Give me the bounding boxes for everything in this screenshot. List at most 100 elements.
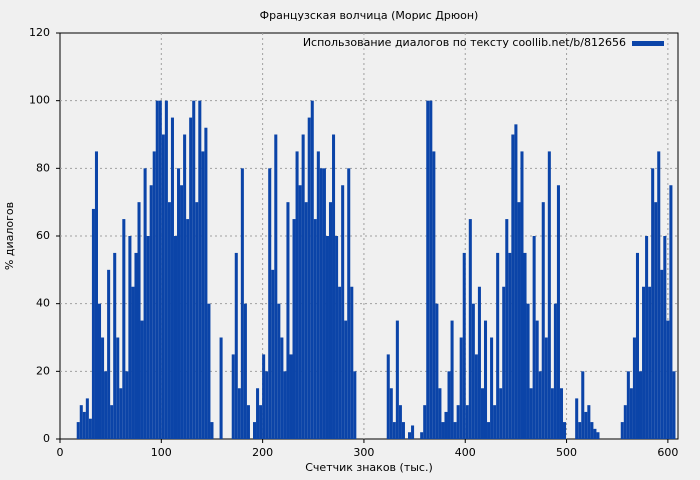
bar: [584, 411, 588, 439]
bar: [541, 202, 545, 439]
bar: [192, 100, 196, 440]
bar: [529, 388, 533, 439]
bar: [173, 236, 178, 439]
bar: [559, 388, 564, 439]
bar: [547, 151, 551, 439]
bar: [468, 219, 472, 439]
bar: [623, 405, 627, 439]
bar: [590, 422, 594, 439]
bar: [432, 151, 436, 439]
bar: [180, 185, 184, 439]
bar: [131, 286, 135, 439]
bar: [629, 388, 633, 439]
bar: [556, 185, 560, 439]
bar: [502, 286, 506, 439]
bar: [262, 354, 266, 439]
bar: [128, 236, 132, 439]
bar: [392, 422, 396, 439]
bar: [335, 236, 339, 439]
bar: [286, 202, 290, 439]
bar: [520, 151, 524, 439]
bar: [517, 202, 521, 439]
bar: [198, 100, 202, 440]
bar: [450, 320, 454, 439]
bar: [593, 428, 597, 439]
bar: [462, 252, 466, 439]
bar: [654, 202, 658, 439]
bar: [423, 405, 427, 439]
bar: [553, 303, 557, 439]
bar: [660, 269, 664, 439]
bar: [298, 185, 302, 439]
bar: [283, 371, 287, 439]
x-tick-label: 300: [353, 446, 374, 459]
bar: [499, 388, 503, 439]
bar: [234, 252, 238, 439]
bar: [386, 354, 390, 439]
bar: [669, 185, 673, 439]
bar: [550, 388, 554, 439]
bar: [480, 388, 484, 439]
bar: [189, 117, 193, 439]
y-axis-label: % диалогов: [3, 202, 16, 270]
bar: [477, 286, 481, 439]
bar: [401, 422, 405, 439]
bar: [104, 371, 108, 439]
bar: [538, 371, 542, 439]
bar: [79, 405, 83, 439]
bar: [532, 236, 536, 439]
bar: [544, 337, 548, 439]
bar: [125, 371, 129, 439]
bar: [110, 405, 114, 439]
bar: [271, 269, 275, 439]
bar: [328, 202, 333, 439]
bar: [201, 151, 205, 439]
bar: [638, 371, 643, 439]
bar: [91, 208, 95, 439]
bar: [575, 398, 579, 439]
bar: [265, 371, 269, 439]
bar: [411, 425, 415, 439]
bar: [663, 236, 667, 439]
bar: [155, 100, 159, 440]
bar: [277, 303, 281, 439]
bar: [474, 354, 478, 439]
bar: [398, 405, 402, 439]
bar: [596, 432, 600, 439]
bar: [325, 236, 329, 439]
bar: [322, 168, 326, 440]
bar: [195, 202, 199, 439]
x-tick-label: 400: [455, 446, 476, 459]
bar: [642, 286, 646, 439]
bar: [395, 320, 399, 439]
bar: [268, 168, 272, 440]
bar: [444, 411, 448, 439]
bar: [237, 388, 241, 439]
bar: [307, 117, 311, 439]
bar: [408, 432, 412, 439]
bar: [140, 320, 144, 439]
bar: [350, 286, 354, 439]
bar: [183, 134, 187, 439]
bar: [313, 219, 317, 439]
bar: [511, 134, 515, 439]
bar: [134, 252, 138, 439]
legend-label: Использование диалогов по тексту coollib…: [303, 36, 626, 49]
bar: [471, 303, 475, 439]
bar: [338, 286, 342, 439]
bar: [204, 127, 208, 439]
bar: [490, 337, 494, 439]
y-tick-label: 20: [36, 364, 50, 377]
bar: [465, 405, 469, 439]
bar: [76, 422, 80, 439]
bar: [177, 168, 181, 440]
bar: [389, 388, 393, 439]
bar: [487, 422, 491, 439]
bar: [170, 117, 174, 439]
x-tick-label: 200: [252, 446, 273, 459]
bar: [164, 100, 168, 440]
bar: [149, 185, 153, 439]
bar: [341, 185, 345, 439]
bar: [648, 286, 652, 439]
